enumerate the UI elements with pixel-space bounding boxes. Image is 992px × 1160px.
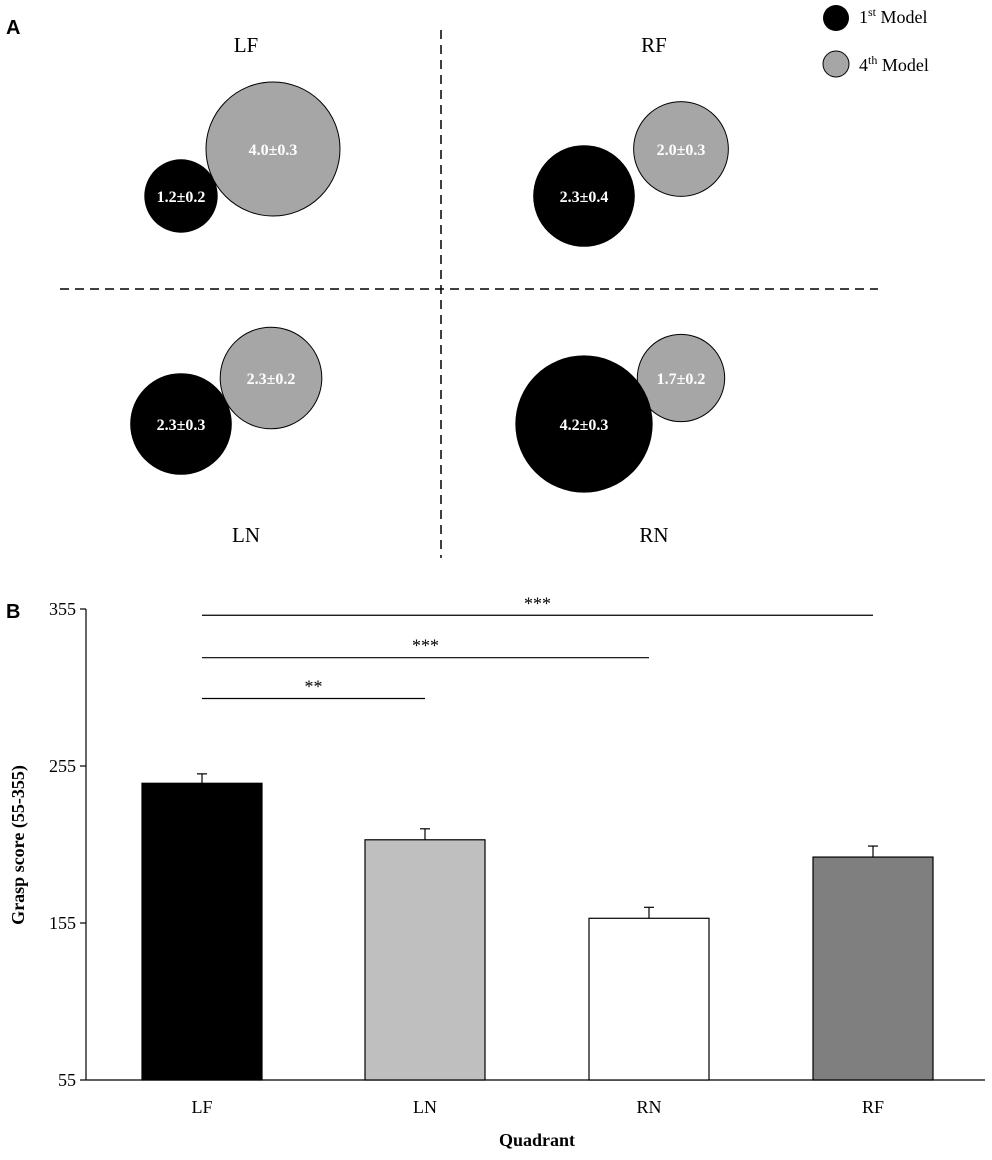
bubble-group: 4.0±0.3 1.2±0.2 2.0±0.3 2.3±0.4 2.3±0.2 2.3±0… <box>130 81 729 493</box>
y-tick-label: 255 <box>49 756 76 776</box>
bubble-label-rn-first: 4.2±0.3 <box>560 417 609 434</box>
x-tick-label: LN <box>413 1097 437 1117</box>
quadrant-label-ln: LN <box>232 523 260 547</box>
quadrant-label-rf: RF <box>641 33 667 57</box>
x-tick-label: RN <box>636 1097 661 1117</box>
bubble-lf-fourth <box>205 81 341 217</box>
x-axis-title: Quadrant <box>499 1130 575 1150</box>
y-tick-label: 155 <box>49 913 76 933</box>
bubble-label-rn-fourth: 1.7±0.2 <box>657 371 706 388</box>
legend: 1st Model 4th Model <box>822 5 929 78</box>
quadrant-label-rn: RN <box>639 523 668 547</box>
y-tick-label: 355 <box>49 599 76 619</box>
bar-group: LF LN RN RF <box>141 773 934 1117</box>
bubble-label-lf-fourth: 4.0±0.3 <box>249 142 298 159</box>
legend-label-fourth: 4th Model <box>859 53 929 75</box>
significance-group: ******** <box>202 593 873 700</box>
panel-b-letter: B <box>6 601 20 623</box>
legend-marker-fourth <box>822 50 850 78</box>
y-axis-title: Grasp score (55-355) <box>8 765 29 925</box>
x-tick-label: LF <box>191 1097 212 1117</box>
bubble-label-ln-first: 2.3±0.3 <box>157 417 206 434</box>
significance-label: *** <box>412 636 439 656</box>
bubble-ln-first <box>130 373 232 475</box>
bar-lf <box>141 782 263 1081</box>
bubble-lf-first <box>144 159 218 233</box>
bubble-ln-fourth <box>219 326 323 430</box>
bubble-rf-fourth <box>633 101 729 197</box>
bubble-label-rf-first: 2.3±0.4 <box>560 189 609 206</box>
bubble-label-rf-fourth: 2.0±0.3 <box>657 142 706 159</box>
x-tick-label: RF <box>862 1097 884 1117</box>
panel-a: A 1st Model 4th Model LF RF LN RN 4.0±0.… <box>6 5 929 558</box>
legend-marker-first <box>823 5 849 31</box>
bubble-rf-first <box>533 145 635 247</box>
y-tick-label: 55 <box>58 1070 76 1090</box>
significance-label: *** <box>524 593 551 613</box>
bar-ln <box>364 839 486 1081</box>
bubble-rn-fourth <box>636 333 726 423</box>
bubble-label-ln-fourth: 2.3±0.2 <box>247 371 296 388</box>
bar-rf <box>812 856 934 1081</box>
quadrant-label-lf: LF <box>234 33 259 57</box>
legend-label-first: 1st Model <box>859 5 928 27</box>
significance-label: ** <box>305 676 323 696</box>
bubble-label-lf-first: 1.2±0.2 <box>157 189 206 206</box>
bar-rn <box>588 917 710 1081</box>
bubble-rn-first <box>515 355 653 493</box>
panel-a-letter: A <box>6 17 20 39</box>
